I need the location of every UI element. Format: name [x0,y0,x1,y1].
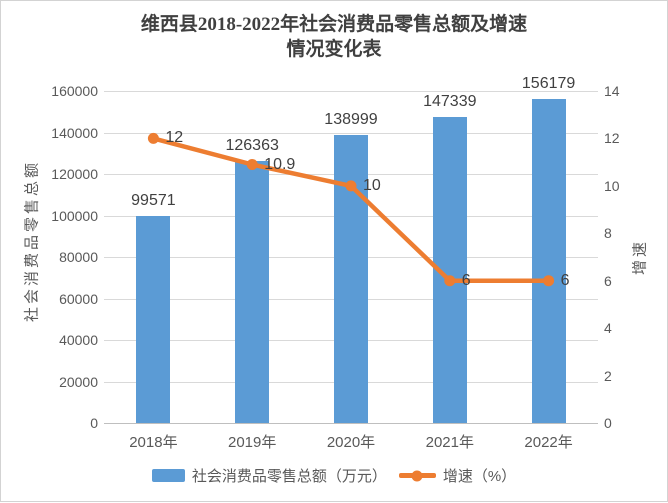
left-axis-tick: 60000 [59,290,98,307]
line-data-label: 6 [560,271,570,289]
line-data-label: 10.9 [264,155,296,173]
line-data-label: 12 [165,129,184,147]
right-axis-tick: 4 [604,320,612,337]
right-axis-tick: 14 [604,83,620,99]
left-axis-tick: 140000 [51,124,98,141]
x-axis-label: 2019年 [228,434,277,451]
bar [432,117,467,423]
x-axis-label: 2021年 [425,434,474,451]
right-axis-tick: 2 [604,367,612,384]
chart-title-line1: 维西县2018-2022年社会消费品零售总额及增速 [140,14,528,35]
right-axis-tick: 0 [604,415,612,431]
left-axis-tick: 40000 [59,332,98,348]
chart-title-line2: 情况变化表 [286,39,382,60]
bar-data-label: 99571 [131,192,176,210]
legend: 社会消费品零售总额（万元） 增速（%） [1,465,667,486]
bar-series-swatch-icon [151,469,185,482]
line-data-label: 6 [461,271,471,289]
x-axis-label: 2020年 [326,434,376,451]
left-axis-tick: 100000 [51,207,98,224]
right-axis-tick: 8 [604,225,612,242]
bar [136,216,171,423]
x-axis-label: 2018年 [129,434,178,451]
left-axis-tick: 160000 [51,83,98,99]
x-axis-label: 2022年 [524,434,573,451]
legend-label-line-series: 增速（%） [442,468,517,485]
bar-data-label: 156179 [521,74,576,92]
gridline [104,91,598,92]
legend-label-bar-series: 社会消费品零售总额（万元） [191,468,387,485]
left-axis-tick: 0 [90,415,98,431]
right-axis-tick: 10 [604,177,620,194]
right-axis-tick: 12 [604,130,620,147]
legend-item-line-series: 增速（%） [398,465,517,486]
gridline [104,423,598,424]
line-data-label: 10 [363,176,381,194]
line-series-swatch-icon [398,470,436,481]
chart-title: 维西县2018-2022年社会消费品零售总额及增速 情况变化表 [1,12,667,62]
bar-data-label: 138999 [324,110,378,128]
gridline [104,132,598,134]
bar-data-label: 126363 [225,136,279,154]
bar-data-label: 147339 [423,93,477,111]
left-axis-tick: 20000 [59,373,98,390]
line-marker-icon [411,470,423,481]
line-marker [147,132,159,144]
right-axis-title: 增速 [631,238,649,276]
bar [531,98,566,423]
left-axis-tick: 120000 [51,166,98,182]
right-axis-tick: 6 [604,272,612,289]
legend-item-bar-series: 社会消费品零售总额（万元） [151,465,387,486]
bar [235,160,270,423]
left-axis-tick: 80000 [59,249,98,265]
